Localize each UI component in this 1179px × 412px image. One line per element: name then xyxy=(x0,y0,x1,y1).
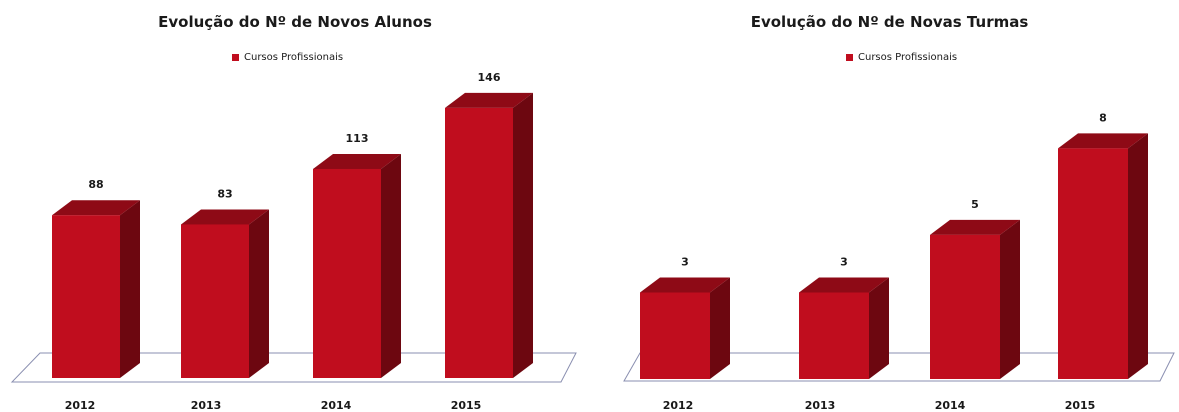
legend-label: Cursos Profissionais xyxy=(244,52,344,63)
plot-area: 88 2012 83 2013 113 2014 146 2015 xyxy=(10,71,577,412)
bar-top xyxy=(930,219,1020,235)
x-tick-label: 2012 xyxy=(663,399,694,412)
bar-front xyxy=(52,215,120,378)
bar-top xyxy=(445,92,533,108)
bar xyxy=(930,219,1020,379)
bar xyxy=(445,92,533,379)
bar-front xyxy=(1058,148,1128,379)
x-tick-label: 2014 xyxy=(935,399,966,412)
data-label: 88 xyxy=(88,178,103,191)
bar-front xyxy=(313,168,381,378)
plot-area: 3 2012 3 2013 5 2014 8 2015 xyxy=(623,111,1175,412)
bar-side xyxy=(710,277,730,379)
bar-top xyxy=(1058,133,1148,149)
bar-side xyxy=(120,200,140,378)
chart-legend: Cursos Profissionais xyxy=(846,52,957,63)
x-tick-label: 2015 xyxy=(1065,399,1096,412)
bar-top xyxy=(640,277,730,293)
chart-novos-alunos: Evolução do Nº de Novos Alunos Cursos Pr… xyxy=(10,13,577,412)
bar-front xyxy=(640,292,710,379)
bar xyxy=(313,153,401,378)
bar-side xyxy=(1128,133,1148,379)
x-tick-label: 2014 xyxy=(321,399,352,412)
bar-top xyxy=(52,200,140,216)
bar-side xyxy=(513,92,533,379)
data-label: 83 xyxy=(217,187,232,200)
x-tick-label: 2012 xyxy=(65,399,96,412)
legend-swatch xyxy=(846,54,853,61)
bar-front xyxy=(799,292,869,379)
data-label: 3 xyxy=(840,255,848,268)
bar-top xyxy=(181,209,269,225)
bar xyxy=(52,200,140,378)
bar-front xyxy=(930,234,1000,379)
chart-novas-turmas: Evolução do Nº de Novas Turmas Cursos Pr… xyxy=(600,0,1179,412)
bar-top xyxy=(313,153,401,169)
bar-front xyxy=(445,107,513,379)
bar-front xyxy=(181,224,249,378)
chart-title: Evolução do Nº de Novos Alunos xyxy=(158,13,432,31)
bar-side xyxy=(249,209,269,378)
data-label: 113 xyxy=(346,132,369,145)
data-label: 3 xyxy=(681,255,689,268)
x-tick-label: 2015 xyxy=(451,399,482,412)
bar-top xyxy=(799,277,889,293)
chart-title: Evolução do Nº de Novas Turmas xyxy=(750,13,1029,31)
bar-side xyxy=(869,277,889,379)
bar xyxy=(181,209,269,378)
bar-side xyxy=(381,153,401,378)
x-tick-label: 2013 xyxy=(805,399,836,412)
data-label: 146 xyxy=(478,71,501,84)
bar-side xyxy=(1000,219,1020,379)
legend-swatch xyxy=(232,54,239,61)
legend-label: Cursos Profissionais xyxy=(858,52,958,63)
data-label: 5 xyxy=(971,198,979,211)
bar xyxy=(1058,133,1148,379)
bar xyxy=(640,277,730,379)
bar xyxy=(799,277,889,379)
x-tick-label: 2013 xyxy=(191,399,222,412)
data-label: 8 xyxy=(1099,111,1107,124)
chart-legend: Cursos Profissionais xyxy=(232,52,343,63)
